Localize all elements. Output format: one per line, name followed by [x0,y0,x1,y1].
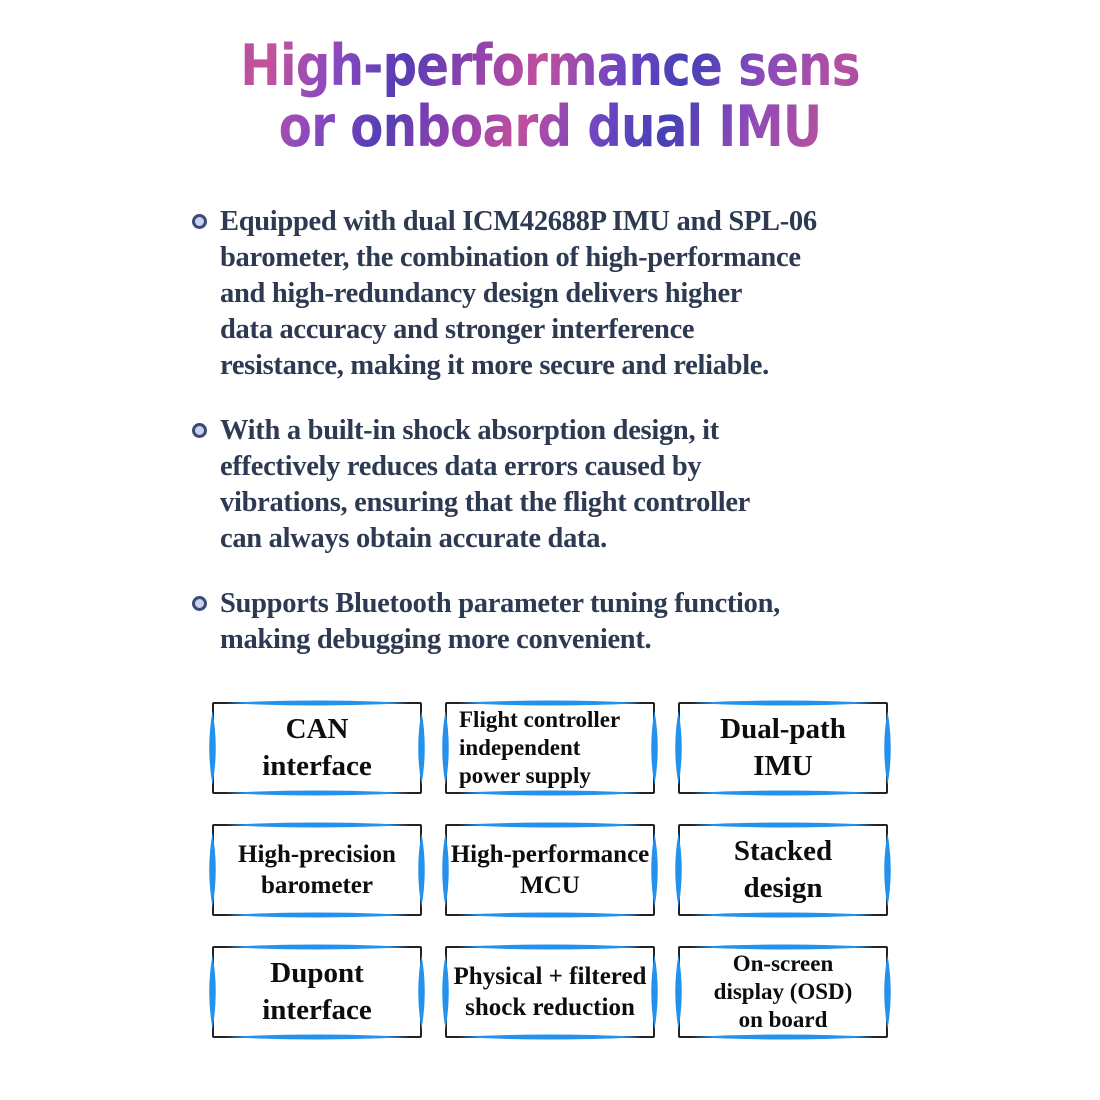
feature-label: Physical + filtered shock reduction [453,963,647,1021]
feature-label: Stacked design [733,835,833,904]
bullet-circle-icon [192,423,207,438]
feature-box-dupont-interface: Dupont interface [209,944,425,1040]
feature-box-stacked-design: Stacked design [675,822,891,918]
bullet-circle-icon [192,596,207,611]
feature-label: On-screen display (OSD) on board [713,951,853,1032]
feature-box-high-performance-mcu: High-performance MCU [442,822,658,918]
feature-box-flight-controller-power: Flight controller independent power supp… [442,700,658,796]
bullet-circle-icon [192,214,207,229]
lens-decoration-icon [458,944,642,950]
lens-decoration-icon [458,912,642,918]
bullet-text: Supports Bluetooth parameter tuning func… [220,588,780,655]
feature-label: High-performance MCU [450,841,650,899]
feature-bullet-list: Equipped with dual ICM42688P IMU and SPL… [0,204,1100,658]
lens-decoration-icon [691,790,875,796]
feature-label: Dupont interface [262,957,372,1026]
feature-label: CAN interface [262,713,372,782]
lens-decoration-icon [691,822,875,828]
lens-decoration-icon [225,912,409,918]
bullet-text: With a built-in shock absorption design,… [220,415,751,554]
lens-decoration-icon [225,790,409,796]
lens-decoration-icon [458,1034,642,1040]
feature-grid: CAN interface Flight controller independ… [209,700,891,1040]
lens-decoration-icon [458,822,642,828]
page-title: High-performance sens or onboard dual IM… [83,36,1018,158]
feature-box-shock-reduction: Physical + filtered shock reduction [442,944,658,1040]
lens-decoration-icon [691,700,875,706]
feature-label: Dual-path IMU [720,713,846,782]
feature-label: Flight controller independent power supp… [459,707,621,788]
bullet-item-bluetooth-tuning: Supports Bluetooth parameter tuning func… [192,586,1100,658]
feature-box-dual-path-imu: Dual-path IMU [675,700,891,796]
lens-decoration-icon [691,912,875,918]
feature-box-high-precision-barometer: High-precision barometer [209,822,425,918]
page-title-line-1: High-performance sens [240,33,860,99]
bullet-item-shock-absorption: With a built-in shock absorption design,… [192,413,1100,557]
bullet-text: Equipped with dual ICM42688P IMU and SPL… [220,206,817,381]
bullet-item-dual-imu: Equipped with dual ICM42688P IMU and SPL… [192,204,1100,384]
lens-decoration-icon [225,1034,409,1040]
lens-decoration-icon [225,700,409,706]
page-title-line-2: or onboard dual IMU [278,94,822,160]
feature-box-can-interface: CAN interface [209,700,425,796]
lens-decoration-icon [225,822,409,828]
feature-box-osd-on-board: On-screen display (OSD) on board [675,944,891,1040]
feature-label: High-precision barometer [238,841,396,899]
lens-decoration-icon [225,944,409,950]
